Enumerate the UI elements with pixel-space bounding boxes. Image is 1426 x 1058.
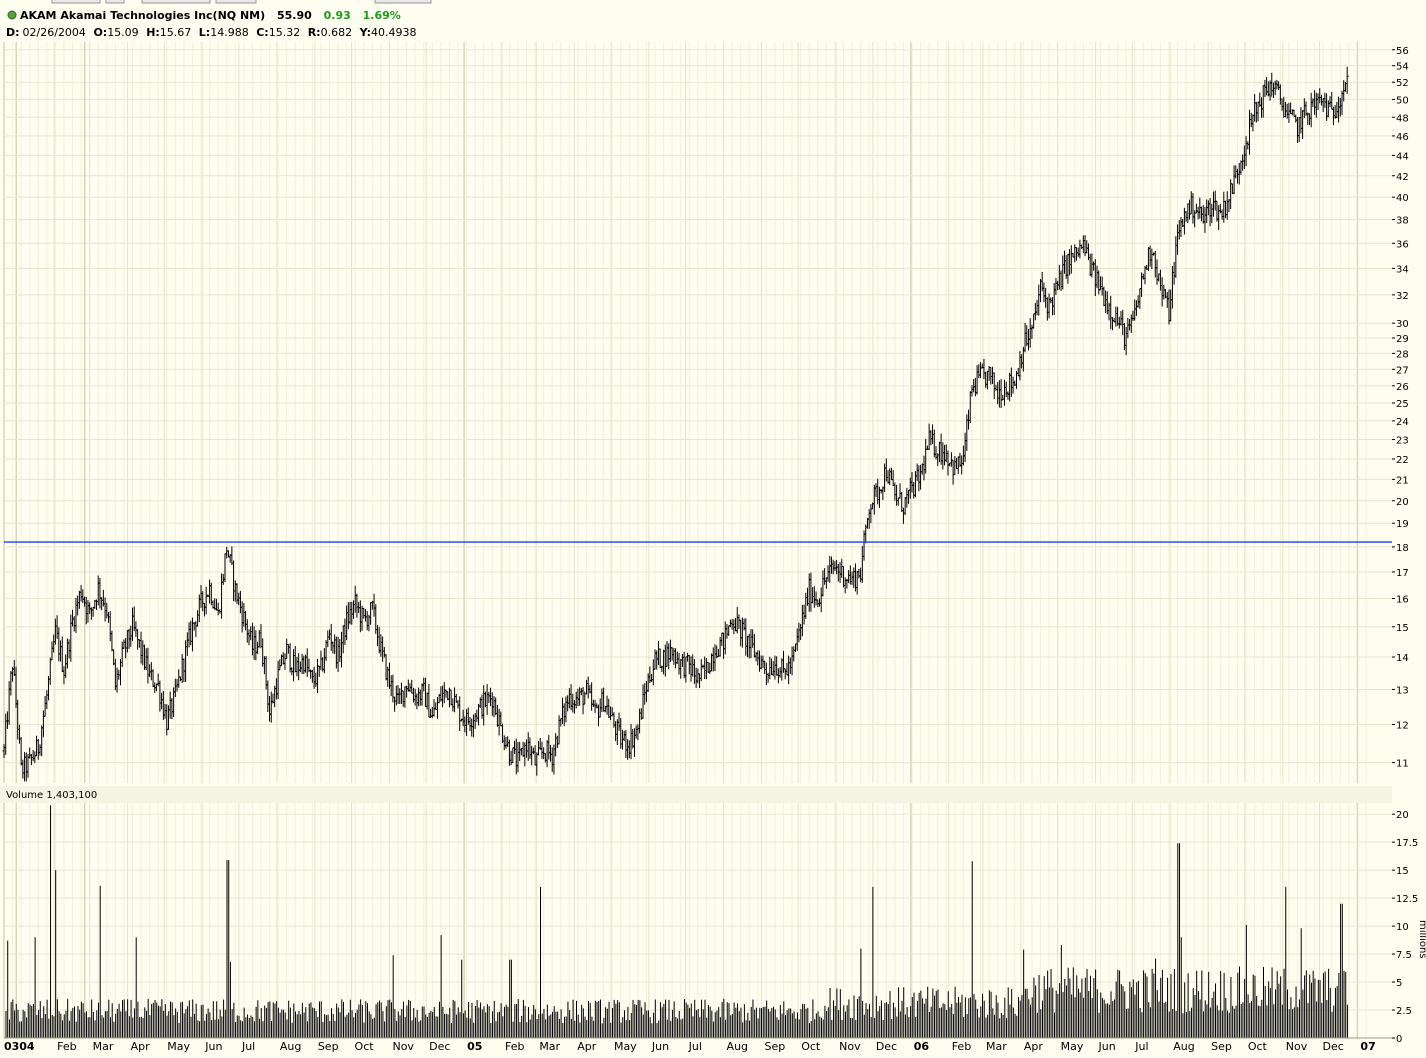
price-tick-label: 40: [1396, 193, 1409, 204]
toolbar-remnant: [51, 0, 432, 4]
volume-bars: [5, 805, 1348, 1038]
quote-header: AKAM Akamai Technologies Inc(NQ NM) 55.9…: [6, 9, 417, 39]
price-tick-label: 54: [1396, 62, 1409, 73]
price-tick-label: 12: [1396, 721, 1409, 732]
price-tick-label: 17: [1396, 568, 1409, 579]
month-label: May: [1061, 1040, 1084, 1053]
month-label: Jun: [204, 1040, 222, 1053]
year-label: 03: [4, 1040, 19, 1053]
bar-info-line: D: 02/26/2004 O:15.09 H:15.67 L:14.988 C:…: [6, 26, 417, 39]
price-tick-label: 56: [1396, 46, 1409, 57]
price-tick-label: 29: [1396, 334, 1409, 345]
month-label: Jul: [1134, 1040, 1148, 1053]
price-axis: 11 12 13 14 15 16 17 18 19 20 21 22 23 24 25 26 27 28 29 30…: [1392, 46, 1409, 770]
price-tick-label: 11: [1396, 759, 1409, 770]
price-grid: [3, 42, 1392, 783]
month-label: Sep: [764, 1040, 785, 1053]
month-label: Oct: [355, 1040, 375, 1053]
price-tick-label: 38: [1396, 216, 1409, 227]
volume-grid: [3, 803, 1392, 1039]
price-tick-label: 13: [1396, 685, 1409, 696]
price-tick-label: 21: [1396, 475, 1409, 486]
volume-tick-label: 2.5: [1396, 1006, 1412, 1017]
month-label: Dec: [1322, 1040, 1343, 1053]
month-label: Aug: [727, 1040, 748, 1053]
volume-tick-label: 15: [1396, 866, 1409, 877]
month-label: Jul: [688, 1040, 702, 1053]
month-label: Nov: [392, 1040, 414, 1053]
month-label: Jun: [651, 1040, 669, 1053]
month-label: Dec: [429, 1040, 450, 1053]
price-tick-label: 36: [1396, 239, 1409, 250]
month-label: Feb: [952, 1040, 971, 1053]
price-tick-label: 34: [1396, 264, 1409, 275]
price-tick-label: 14: [1396, 653, 1409, 664]
symbol-line: AKAM Akamai Technologies Inc(NQ NM) 55.9…: [20, 9, 401, 22]
price-tick-label: 44: [1396, 151, 1409, 162]
volume-tick-label: 17.5: [1396, 838, 1418, 849]
month-label: Aug: [1173, 1040, 1194, 1053]
price-tick-label: 25: [1396, 399, 1409, 410]
price-tick-label: 26: [1396, 382, 1409, 393]
price-tick-label: 32: [1396, 291, 1409, 302]
month-label: Oct: [801, 1040, 821, 1053]
month-label: Jun: [1098, 1040, 1116, 1053]
price-tick-label: 52: [1396, 78, 1409, 89]
month-label: Mar: [93, 1040, 114, 1053]
price-tick-label: 42: [1396, 172, 1409, 183]
year-label: 04: [19, 1040, 35, 1053]
year-label: 05: [467, 1040, 482, 1053]
volume-tick-label: 10: [1396, 922, 1409, 933]
price-tick-label: 23: [1396, 436, 1409, 447]
volume-label: Volume 1,403,100: [6, 790, 97, 801]
month-label: Apr: [1024, 1040, 1044, 1053]
volume-tick-label: 12.5: [1396, 894, 1418, 905]
volume-title-bar: [0, 786, 1392, 803]
volume-axis: 0 2.5 5 7.5 10 12.5 15 17.5 20: [1392, 810, 1418, 1045]
price-tick-label: 28: [1396, 349, 1409, 360]
month-label: Mar: [539, 1040, 560, 1053]
price-tick-label: 15: [1396, 623, 1409, 634]
price-tick-label: 22: [1396, 455, 1409, 466]
time-axis: 03 04 Feb Mar Apr May Jun Jul Aug Sep Oct Nov Dec 05 F…: [4, 1037, 1392, 1053]
month-label: Nov: [839, 1040, 861, 1053]
year-label: 06: [914, 1040, 930, 1053]
status-dot-icon: [7, 10, 17, 20]
volume-tick-label: 7.5: [1396, 950, 1412, 961]
month-label: Sep: [318, 1040, 339, 1053]
month-label: Apr: [577, 1040, 597, 1053]
month-label: Mar: [986, 1040, 1007, 1053]
month-label: May: [167, 1040, 190, 1053]
price-tick-label: 30: [1396, 319, 1409, 330]
month-label: Dec: [876, 1040, 897, 1053]
price-tick-label: 27: [1396, 365, 1409, 376]
month-label: Nov: [1286, 1040, 1308, 1053]
month-label: Sep: [1211, 1040, 1232, 1053]
price-tick-label: 46: [1396, 132, 1409, 143]
price-tick-label: 20: [1396, 497, 1409, 508]
month-label: Feb: [57, 1040, 76, 1053]
price-tick-label: 24: [1396, 417, 1409, 428]
volume-unit-label: millions: [1417, 920, 1426, 959]
month-label: Aug: [280, 1040, 301, 1053]
month-label: Apr: [131, 1040, 151, 1053]
price-bars: [2, 66, 1349, 782]
price-tick-label: 50: [1396, 95, 1409, 106]
month-label: Jul: [241, 1040, 255, 1053]
price-tick-label: 18: [1396, 543, 1409, 554]
volume-tick-label: 20: [1396, 810, 1409, 821]
price-tick-label: 19: [1396, 519, 1409, 530]
price-tick-label: 16: [1396, 594, 1409, 605]
price-tick-label: 48: [1396, 113, 1409, 124]
month-label: May: [614, 1040, 637, 1053]
month-label: Oct: [1248, 1040, 1268, 1053]
year-label: 07: [1360, 1040, 1375, 1053]
month-label: Feb: [505, 1040, 524, 1053]
volume-tick-label: 0: [1396, 1034, 1402, 1045]
volume-tick-label: 5: [1396, 978, 1402, 989]
